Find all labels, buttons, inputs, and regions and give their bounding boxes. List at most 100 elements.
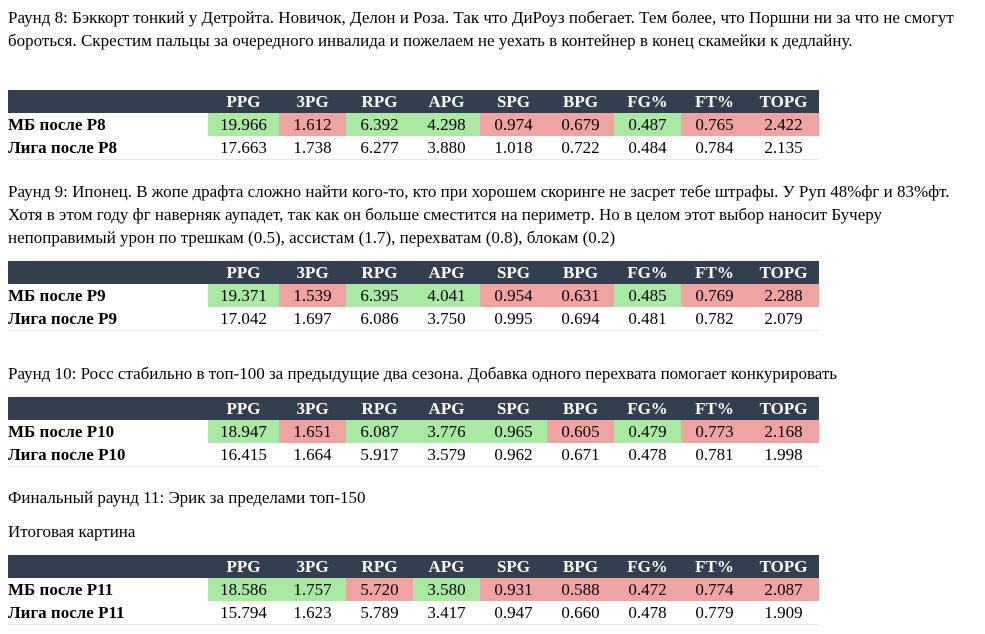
header-3pg: 3PG [279, 555, 346, 578]
value-cell: 0.954 [480, 284, 547, 307]
header-empty [8, 555, 208, 578]
row-label: Лига после Р10 [8, 443, 208, 467]
value-cell: 5.789 [346, 601, 413, 625]
value-cell: 0.481 [614, 307, 681, 331]
value-cell: 0.588 [547, 578, 614, 601]
value-cell: 0.694 [547, 307, 614, 331]
value-cell: 3.579 [413, 443, 480, 467]
row-label: Лига после Р8 [8, 136, 208, 160]
header-fgpct: FG% [614, 90, 681, 113]
header-bpg: BPG [547, 397, 614, 420]
table-header-row: PPG 3PG RPG APG SPG BPG FG% FT% TOPG [8, 261, 819, 284]
value-cell: 0.478 [614, 443, 681, 467]
row-label: МБ после Р8 [8, 115, 106, 134]
value-cell: 0.478 [614, 601, 681, 625]
value-cell: 15.794 [208, 601, 279, 625]
value-cell: 18.586 [208, 578, 279, 601]
header-spg: SPG [480, 90, 547, 113]
value-cell: 1.612 [279, 113, 346, 136]
header-topg: TOPG [748, 261, 819, 284]
value-cell: 0.484 [614, 136, 681, 160]
stats-table-round9: PPG 3PG RPG APG SPG BPG FG% FT% TOPG МБ … [8, 261, 819, 331]
value-cell: 0.769 [681, 284, 748, 307]
value-cell: 0.965 [480, 420, 547, 443]
value-cell: 0.931 [480, 578, 547, 601]
value-cell: 1.909 [748, 601, 819, 625]
round10-text: Раунд 10: Росс стабильно в топ-100 за пр… [8, 364, 838, 383]
value-cell: 0.782 [681, 307, 748, 331]
header-apg: APG [413, 555, 480, 578]
header-bpg: BPG [547, 261, 614, 284]
value-cell: 5.917 [346, 443, 413, 467]
value-cell: 3.750 [413, 307, 480, 331]
header-ftpct: FT% [681, 90, 748, 113]
header-fgpct: FG% [614, 397, 681, 420]
row-label: МБ после Р9 [8, 286, 106, 305]
header-apg: APG [413, 261, 480, 284]
table-header-row: PPG 3PG RPG APG SPG BPG FG% FT% TOPG [8, 555, 819, 578]
table-header-row: PPG 3PG RPG APG SPG BPG FG% FT% TOPG [8, 397, 819, 420]
header-ftpct: FT% [681, 397, 748, 420]
header-topg: TOPG [748, 90, 819, 113]
value-cell: 19.966 [208, 113, 279, 136]
value-cell: 16.415 [208, 443, 279, 467]
value-cell: 1.697 [279, 307, 346, 331]
value-cell: 3.776 [413, 420, 480, 443]
value-cell: 4.298 [413, 113, 480, 136]
value-cell: 17.042 [208, 307, 279, 331]
value-cell: 2.135 [748, 136, 819, 160]
header-rpg: RPG [346, 261, 413, 284]
value-cell: 1.018 [480, 136, 547, 160]
header-ftpct: FT% [681, 261, 748, 284]
header-fgpct: FG% [614, 261, 681, 284]
value-cell: 3.417 [413, 601, 480, 625]
value-cell: 5.720 [346, 578, 413, 601]
header-spg: SPG [480, 555, 547, 578]
value-cell: 0.631 [547, 284, 614, 307]
value-cell: 6.277 [346, 136, 413, 160]
value-cell: 0.774 [681, 578, 748, 601]
stats-table-round8: PPG 3PG RPG APG SPG BPG FG% FT% TOPG МБ … [8, 90, 819, 160]
value-cell: 0.479 [614, 420, 681, 443]
value-cell: 6.395 [346, 284, 413, 307]
header-ppg: PPG [208, 397, 279, 420]
value-cell: 0.485 [614, 284, 681, 307]
value-cell: 1.998 [748, 443, 819, 467]
table-row-league: Лига после Р8 17.663 1.738 6.277 3.880 1… [8, 136, 819, 160]
table-row-league: Лига после Р10 16.415 1.664 5.917 3.579 … [8, 443, 819, 467]
table-row-mb: МБ после Р8 19.966 1.612 6.392 4.298 0.9… [8, 113, 819, 136]
stats-table-round10: PPG 3PG RPG APG SPG BPG FG% FT% TOPG МБ … [8, 397, 819, 467]
value-cell: 0.781 [681, 443, 748, 467]
value-cell: 0.779 [681, 601, 748, 625]
value-cell: 6.392 [346, 113, 413, 136]
table-row-mb: МБ после Р9 19.371 1.539 6.395 4.041 0.9… [8, 284, 819, 307]
stats-table-round11: PPG 3PG RPG APG SPG BPG FG% FT% TOPG МБ … [8, 555, 819, 625]
value-cell: 0.679 [547, 113, 614, 136]
header-rpg: RPG [346, 397, 413, 420]
value-cell: 1.539 [279, 284, 346, 307]
row-label: Лига после Р9 [8, 307, 208, 331]
header-topg: TOPG [748, 397, 819, 420]
value-cell: 0.784 [681, 136, 748, 160]
value-cell: 0.773 [681, 420, 748, 443]
value-cell: 1.757 [279, 578, 346, 601]
value-cell: 0.660 [547, 601, 614, 625]
value-cell: 2.079 [748, 307, 819, 331]
value-cell: 1.738 [279, 136, 346, 160]
value-cell: 2.288 [748, 284, 819, 307]
header-rpg: RPG [346, 555, 413, 578]
header-3pg: 3PG [279, 397, 346, 420]
table-row-mb: МБ после Р10 18.947 1.651 6.087 3.776 0.… [8, 420, 819, 443]
value-cell: 2.168 [748, 420, 819, 443]
header-bpg: BPG [547, 90, 614, 113]
header-spg: SPG [480, 261, 547, 284]
value-cell: 0.605 [547, 420, 614, 443]
header-empty [8, 90, 208, 113]
table-row-mb: МБ после Р11 18.586 1.757 5.720 3.580 0.… [8, 578, 819, 601]
header-ppg: PPG [208, 90, 279, 113]
value-cell: 0.947 [480, 601, 547, 625]
header-3pg: 3PG [279, 90, 346, 113]
value-cell: 1.664 [279, 443, 346, 467]
row-label: МБ после Р11 [8, 580, 114, 599]
header-3pg: 3PG [279, 261, 346, 284]
